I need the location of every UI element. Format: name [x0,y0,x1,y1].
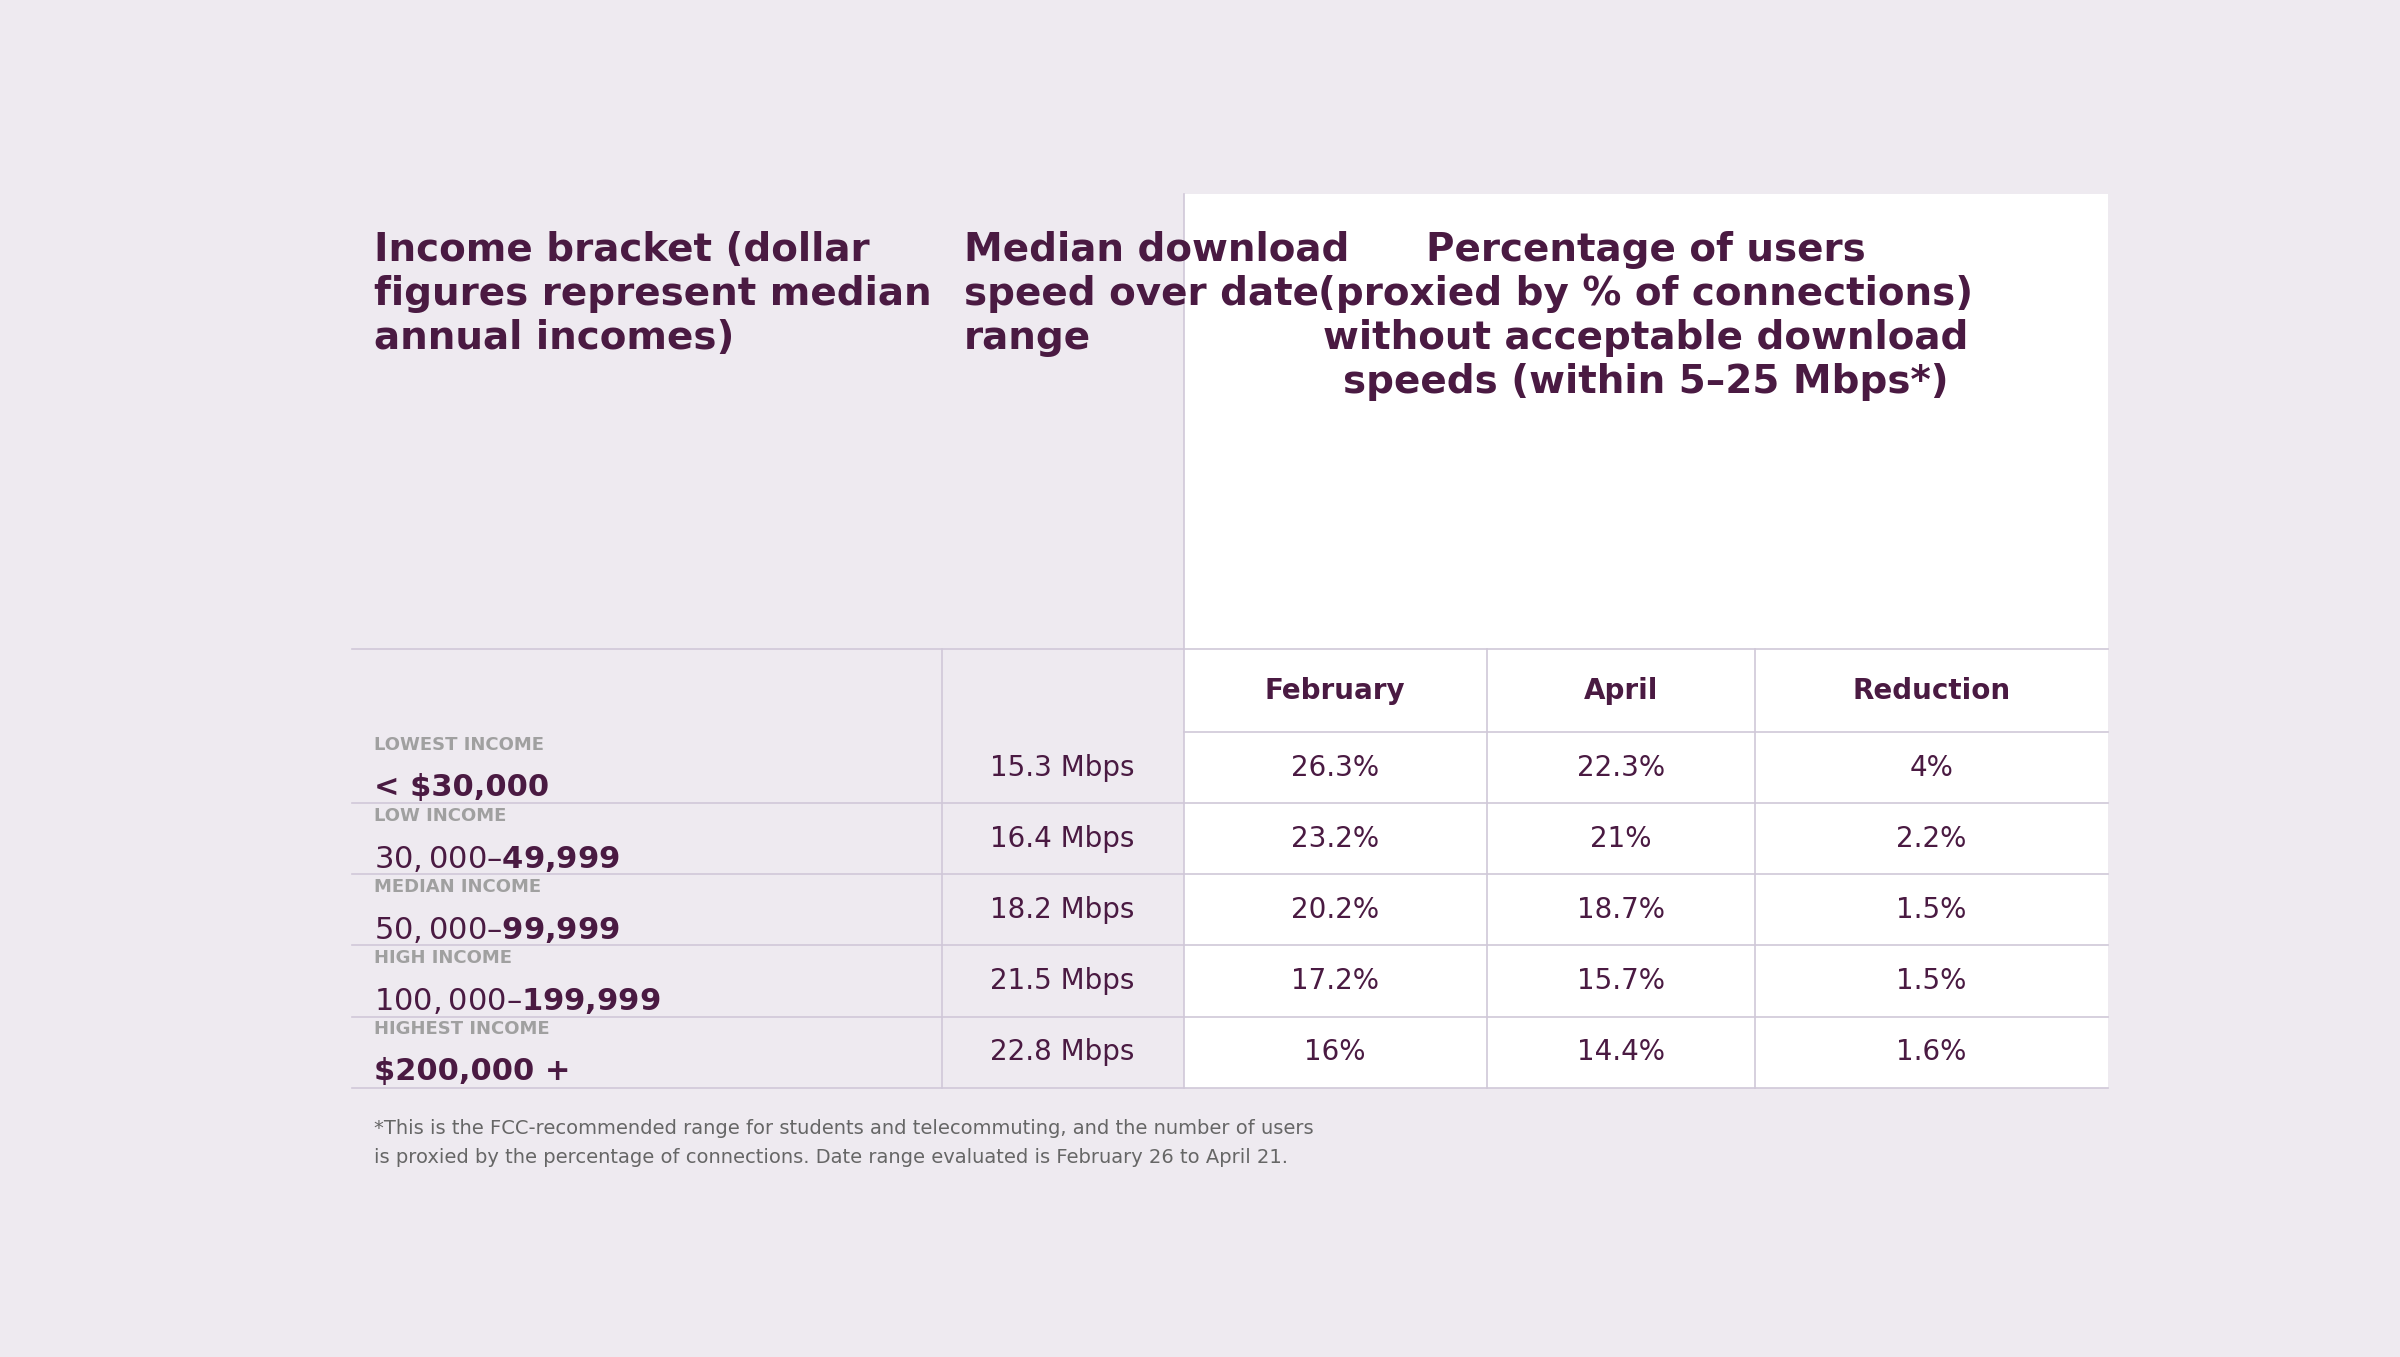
Text: 4%: 4% [1910,754,1954,782]
Bar [353,946,1183,1016]
Bar [1183,874,2107,946]
Text: $100,000–$199,999: $100,000–$199,999 [374,987,660,1016]
Text: HIGHEST INCOME: HIGHEST INCOME [374,1020,550,1038]
Text: April: April [1584,677,1658,704]
Text: 16.4 Mbps: 16.4 Mbps [991,825,1135,854]
Text: 18.7%: 18.7% [1577,896,1666,924]
Bar [1183,946,2107,1016]
Text: 14.4%: 14.4% [1577,1038,1666,1067]
Text: 15.3 Mbps: 15.3 Mbps [991,754,1135,782]
Bar [1183,733,2107,803]
Text: $50,000–$99,999: $50,000–$99,999 [374,915,619,946]
Bar [353,803,1183,874]
Text: 26.3%: 26.3% [1291,754,1380,782]
Text: $30,000–$49,999: $30,000–$49,999 [374,844,619,874]
Text: 1.6%: 1.6% [1896,1038,1966,1067]
Bar [353,194,1183,649]
Text: 23.2%: 23.2% [1291,825,1380,854]
Bar [353,733,1183,803]
Text: MEDIAN INCOME: MEDIAN INCOME [374,878,542,896]
Bar [353,1016,1183,1087]
Bar [1183,194,2107,649]
Text: 1.5%: 1.5% [1896,896,1966,924]
Text: 18.2 Mbps: 18.2 Mbps [991,896,1135,924]
Text: is proxied by the percentage of connections. Date range evaluated is February 26: is proxied by the percentage of connecti… [374,1148,1289,1167]
Text: Reduction: Reduction [1853,677,2011,704]
Text: 21.5 Mbps: 21.5 Mbps [991,968,1135,995]
Bar [353,649,1183,733]
Text: HIGH INCOME: HIGH INCOME [374,949,514,968]
Text: LOW INCOME: LOW INCOME [374,807,506,825]
Text: 22.8 Mbps: 22.8 Mbps [991,1038,1135,1067]
Text: February: February [1265,677,1406,704]
Text: LOWEST INCOME: LOWEST INCOME [374,735,545,754]
Text: Income bracket (dollar
figures represent median
annual incomes): Income bracket (dollar figures represent… [374,231,931,357]
Text: Median download
speed over date
range: Median download speed over date range [965,231,1349,357]
Text: 2.2%: 2.2% [1896,825,1966,854]
Text: Percentage of users
(proxied by % of connections)
without acceptable download
sp: Percentage of users (proxied by % of con… [1318,231,1973,400]
Bar [1183,1016,2107,1087]
Text: 15.7%: 15.7% [1577,968,1666,995]
Text: 16%: 16% [1303,1038,1366,1067]
Text: < $30,000: < $30,000 [374,773,550,802]
Bar [353,874,1183,946]
Text: 1.5%: 1.5% [1896,968,1966,995]
Bar [353,1103,2107,1187]
Text: 20.2%: 20.2% [1291,896,1380,924]
Bar [1183,649,2107,733]
Text: 17.2%: 17.2% [1291,968,1380,995]
Text: 22.3%: 22.3% [1577,754,1666,782]
Text: $200,000 +: $200,000 + [374,1057,571,1086]
Bar [1183,803,2107,874]
Text: 21%: 21% [1589,825,1651,854]
Text: *This is the FCC-recommended range for students and telecommuting, and the numbe: *This is the FCC-recommended range for s… [374,1120,1315,1139]
